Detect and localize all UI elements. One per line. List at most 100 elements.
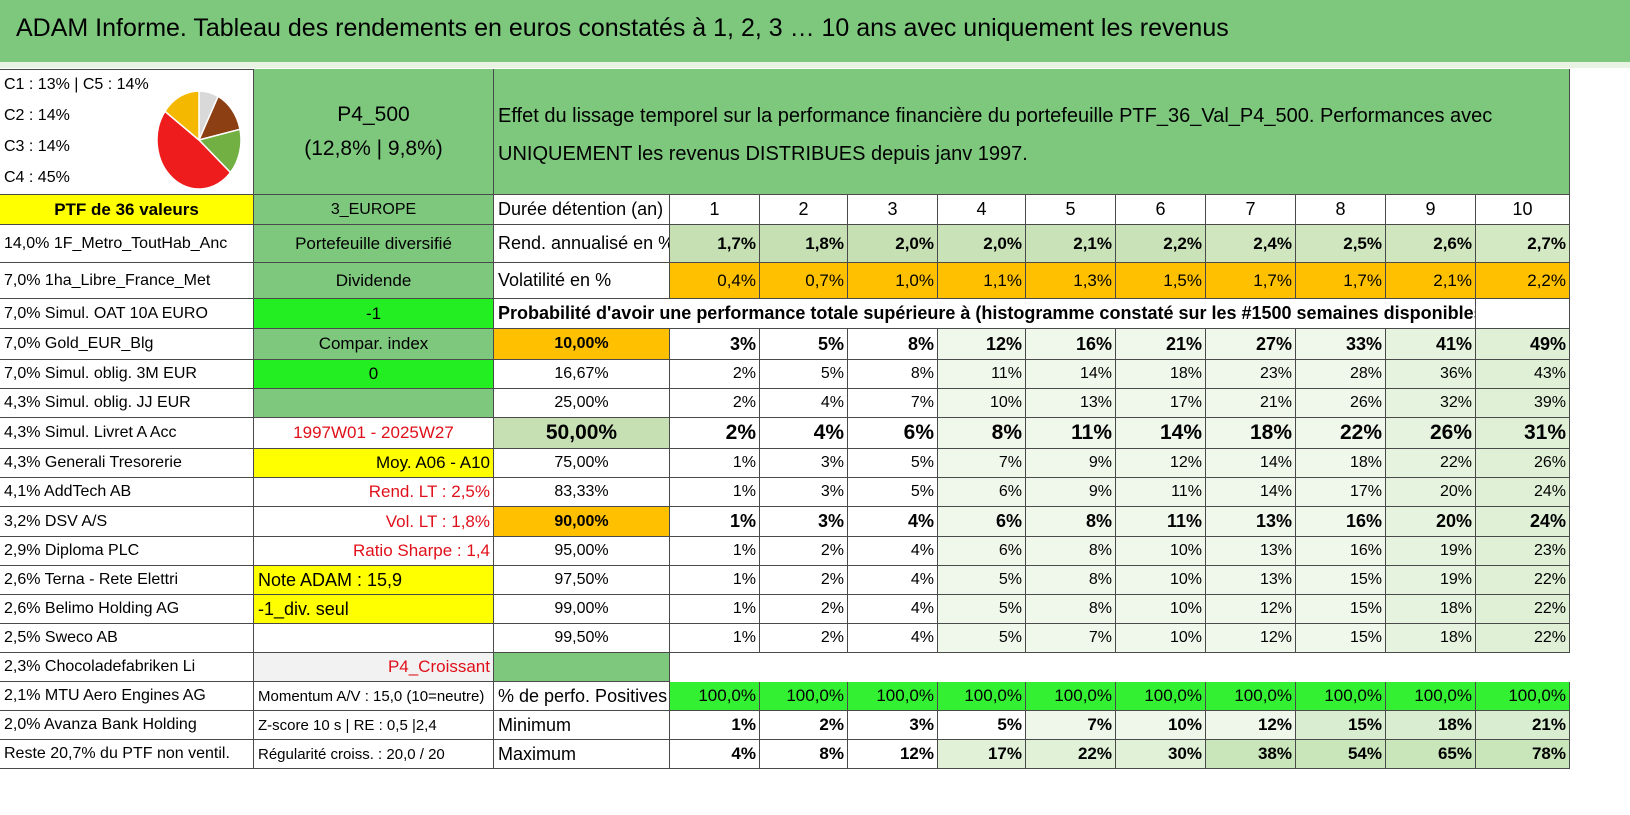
prob-value: 10% [1116, 566, 1206, 595]
prob-value: 4% [848, 537, 938, 566]
prob-value: 4% [848, 507, 938, 537]
side-info: Vol. LT : 1,8% [254, 507, 494, 537]
rend-value: 2,2% [1116, 225, 1206, 263]
side-info: -1 [254, 299, 494, 329]
rend-value: 2,0% [848, 225, 938, 263]
prob-value: 18% [1116, 360, 1206, 389]
minimum-value: 5% [938, 711, 1026, 740]
side-info: Régularité croiss. : 20,0 / 20 [254, 740, 494, 769]
prob-value: 26% [1386, 418, 1476, 449]
prob-value: 7% [1026, 624, 1116, 653]
duration-label: Durée détention (an) [494, 195, 670, 225]
prob-value: 23% [1476, 537, 1570, 566]
side-info: Ratio Sharpe : 1,4 [254, 537, 494, 566]
prob-value: 2% [670, 418, 760, 449]
prob-value: 8% [1026, 537, 1116, 566]
prob-value: 2% [670, 389, 760, 418]
holding-row: 4,1% AddTech AB [0, 478, 254, 507]
prob-value: 16% [1296, 507, 1386, 537]
pie-legend-c2: C2 : 14% [4, 107, 70, 124]
prob-value: 16% [1296, 537, 1386, 566]
prob-value: 14% [1116, 418, 1206, 449]
holding-row: 2,0% Avanza Bank Holding [0, 711, 254, 740]
holding-row: Reste 20,7% du PTF non ventil. [0, 740, 254, 769]
year-header: 2 [760, 195, 848, 225]
side-info: P4_Croissant [254, 653, 494, 682]
prob-value: 8% [848, 329, 938, 360]
vol-value: 1,1% [938, 263, 1026, 299]
prob-value: 15% [1296, 566, 1386, 595]
positives-value: 100,0% [848, 682, 938, 711]
holding-row: 7,0% 1ha_Libre_France_Met [0, 263, 254, 299]
holding-row: 14,0% 1F_Metro_ToutHab_Anc [0, 225, 254, 263]
prob-value: 18% [1296, 449, 1386, 478]
prob-value: 6% [848, 418, 938, 449]
prob-value: 15% [1296, 595, 1386, 624]
side-info: Dividende [254, 263, 494, 299]
maximum-value: 38% [1206, 740, 1296, 769]
vol-value: 2,2% [1476, 263, 1570, 299]
prob-value: 2% [760, 595, 848, 624]
side-info: Rend. LT : 2,5% [254, 478, 494, 507]
prob-value: 28% [1296, 360, 1386, 389]
prob-value: 49% [1476, 329, 1570, 360]
prob-value: 20% [1386, 478, 1476, 507]
prob-value: 1% [670, 566, 760, 595]
minimum-label: Minimum [494, 711, 670, 740]
prob-threshold: 99,50% [494, 624, 670, 653]
prob-value: 4% [760, 418, 848, 449]
side-info: Note ADAM : 15,9 [254, 566, 494, 595]
prob-value: 22% [1476, 624, 1570, 653]
prob-value: 41% [1386, 329, 1476, 360]
title-separator [0, 62, 1630, 68]
prob-value: 2% [760, 537, 848, 566]
holding-row: 4,3% Simul. Livret A Acc [0, 418, 254, 449]
prob-value: 32% [1386, 389, 1476, 418]
holding-row: 2,6% Belimo Holding AG [0, 595, 254, 624]
prob-value: 18% [1386, 624, 1476, 653]
holding-row: 2,1% MTU Aero Engines AG [0, 682, 254, 711]
side-info: Moy. A06 - A10 [254, 449, 494, 478]
year-header: 5 [1026, 195, 1116, 225]
prob-value: 23% [1206, 360, 1296, 389]
positives-value: 100,0% [760, 682, 848, 711]
maximum-label: Maximum [494, 740, 670, 769]
side-info [254, 624, 494, 653]
pie-slice-5 [163, 90, 200, 142]
prob-threshold: 90,00% [494, 507, 670, 537]
year-header: 6 [1116, 195, 1206, 225]
prob-value: 8% [1026, 566, 1116, 595]
year-header: 10 [1476, 195, 1570, 225]
prob-value: 6% [938, 478, 1026, 507]
prob-value: 7% [938, 449, 1026, 478]
prob-value: 12% [1116, 449, 1206, 478]
prob-value: 36% [1386, 360, 1476, 389]
ptf-count: PTF de 36 valeurs [0, 195, 254, 225]
prob-value: 1% [670, 478, 760, 507]
holding-row: 4,3% Simul. oblig. JJ EUR [0, 389, 254, 418]
prob-value: 5% [938, 624, 1026, 653]
maximum-value: 17% [938, 740, 1026, 769]
rend-value: 2,0% [938, 225, 1026, 263]
prob-value: 13% [1206, 537, 1296, 566]
maximum-value: 8% [760, 740, 848, 769]
zone-label: 3_EUROPE [254, 195, 494, 225]
side-info: -1_div. seul [254, 595, 494, 624]
maximum-value: 22% [1026, 740, 1116, 769]
prob-value: 5% [848, 449, 938, 478]
prob-value: 9% [1026, 478, 1116, 507]
prob-value: 14% [1206, 449, 1296, 478]
positives-value: 100,0% [938, 682, 1026, 711]
prob-threshold: 83,33% [494, 478, 670, 507]
prob-value: 11% [1026, 418, 1116, 449]
positives-value: 100,0% [1296, 682, 1386, 711]
prob-value: 12% [1206, 624, 1296, 653]
croissant-marker [494, 653, 670, 682]
prob-value: 22% [1476, 566, 1570, 595]
prob-value: 9% [1026, 449, 1116, 478]
prob-value: 13% [1206, 507, 1296, 537]
maximum-value: 65% [1386, 740, 1476, 769]
holding-row: 2,3% Chocoladefabriken Li [0, 653, 254, 682]
holding-row: 2,6% Terna - Rete Elettri [0, 566, 254, 595]
allocation-pie-chart [156, 90, 242, 190]
